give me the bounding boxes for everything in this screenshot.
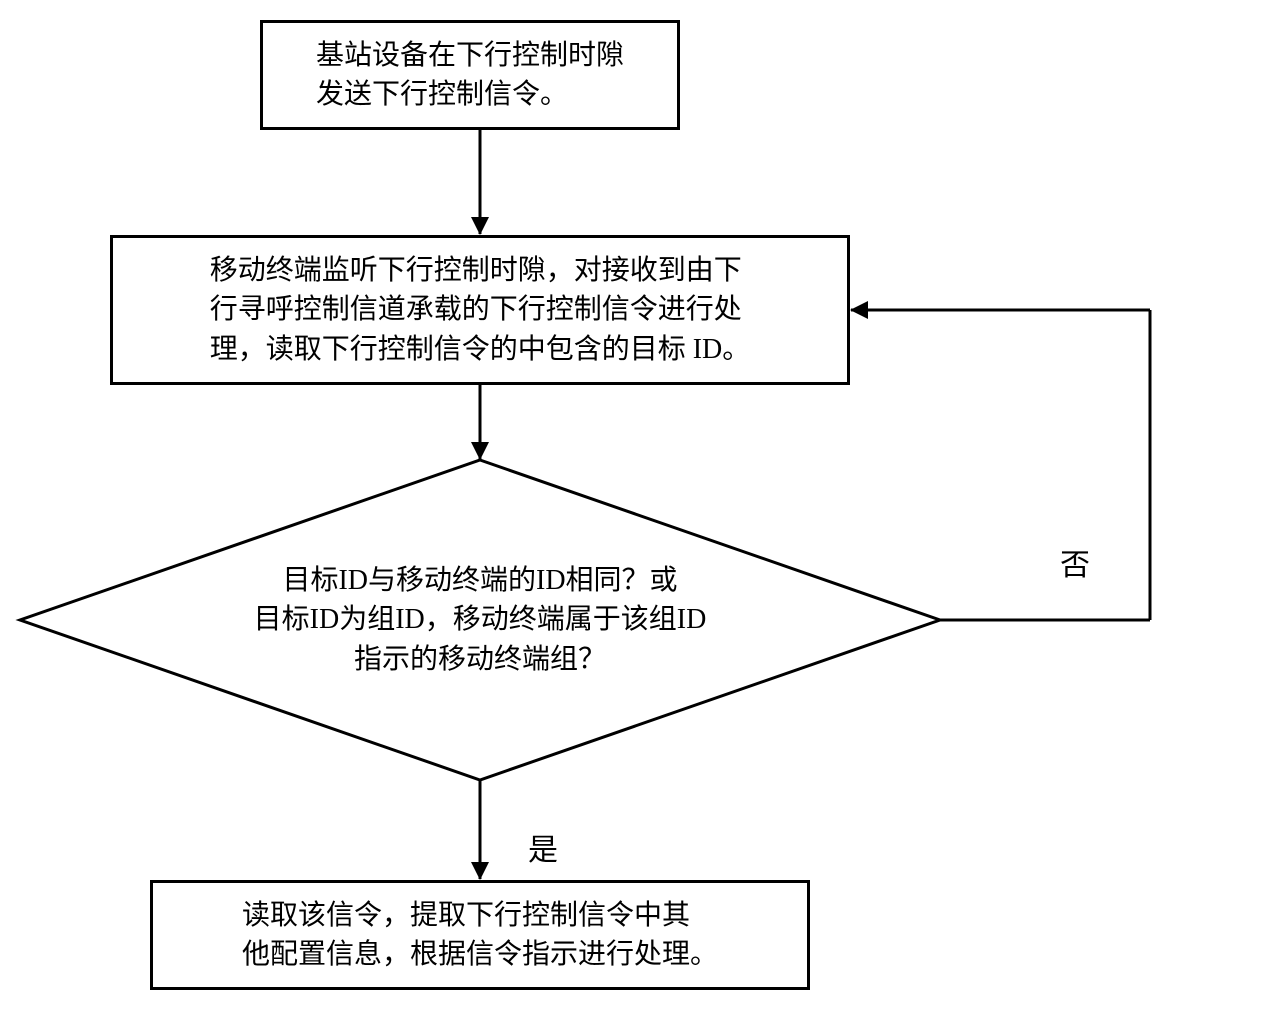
arrows-layer <box>0 0 1272 1024</box>
flowchart-canvas: 基站设备在下行控制时隙 发送下行控制信令。 移动终端监听下行控制时隙，对接收到由… <box>0 0 1272 1024</box>
